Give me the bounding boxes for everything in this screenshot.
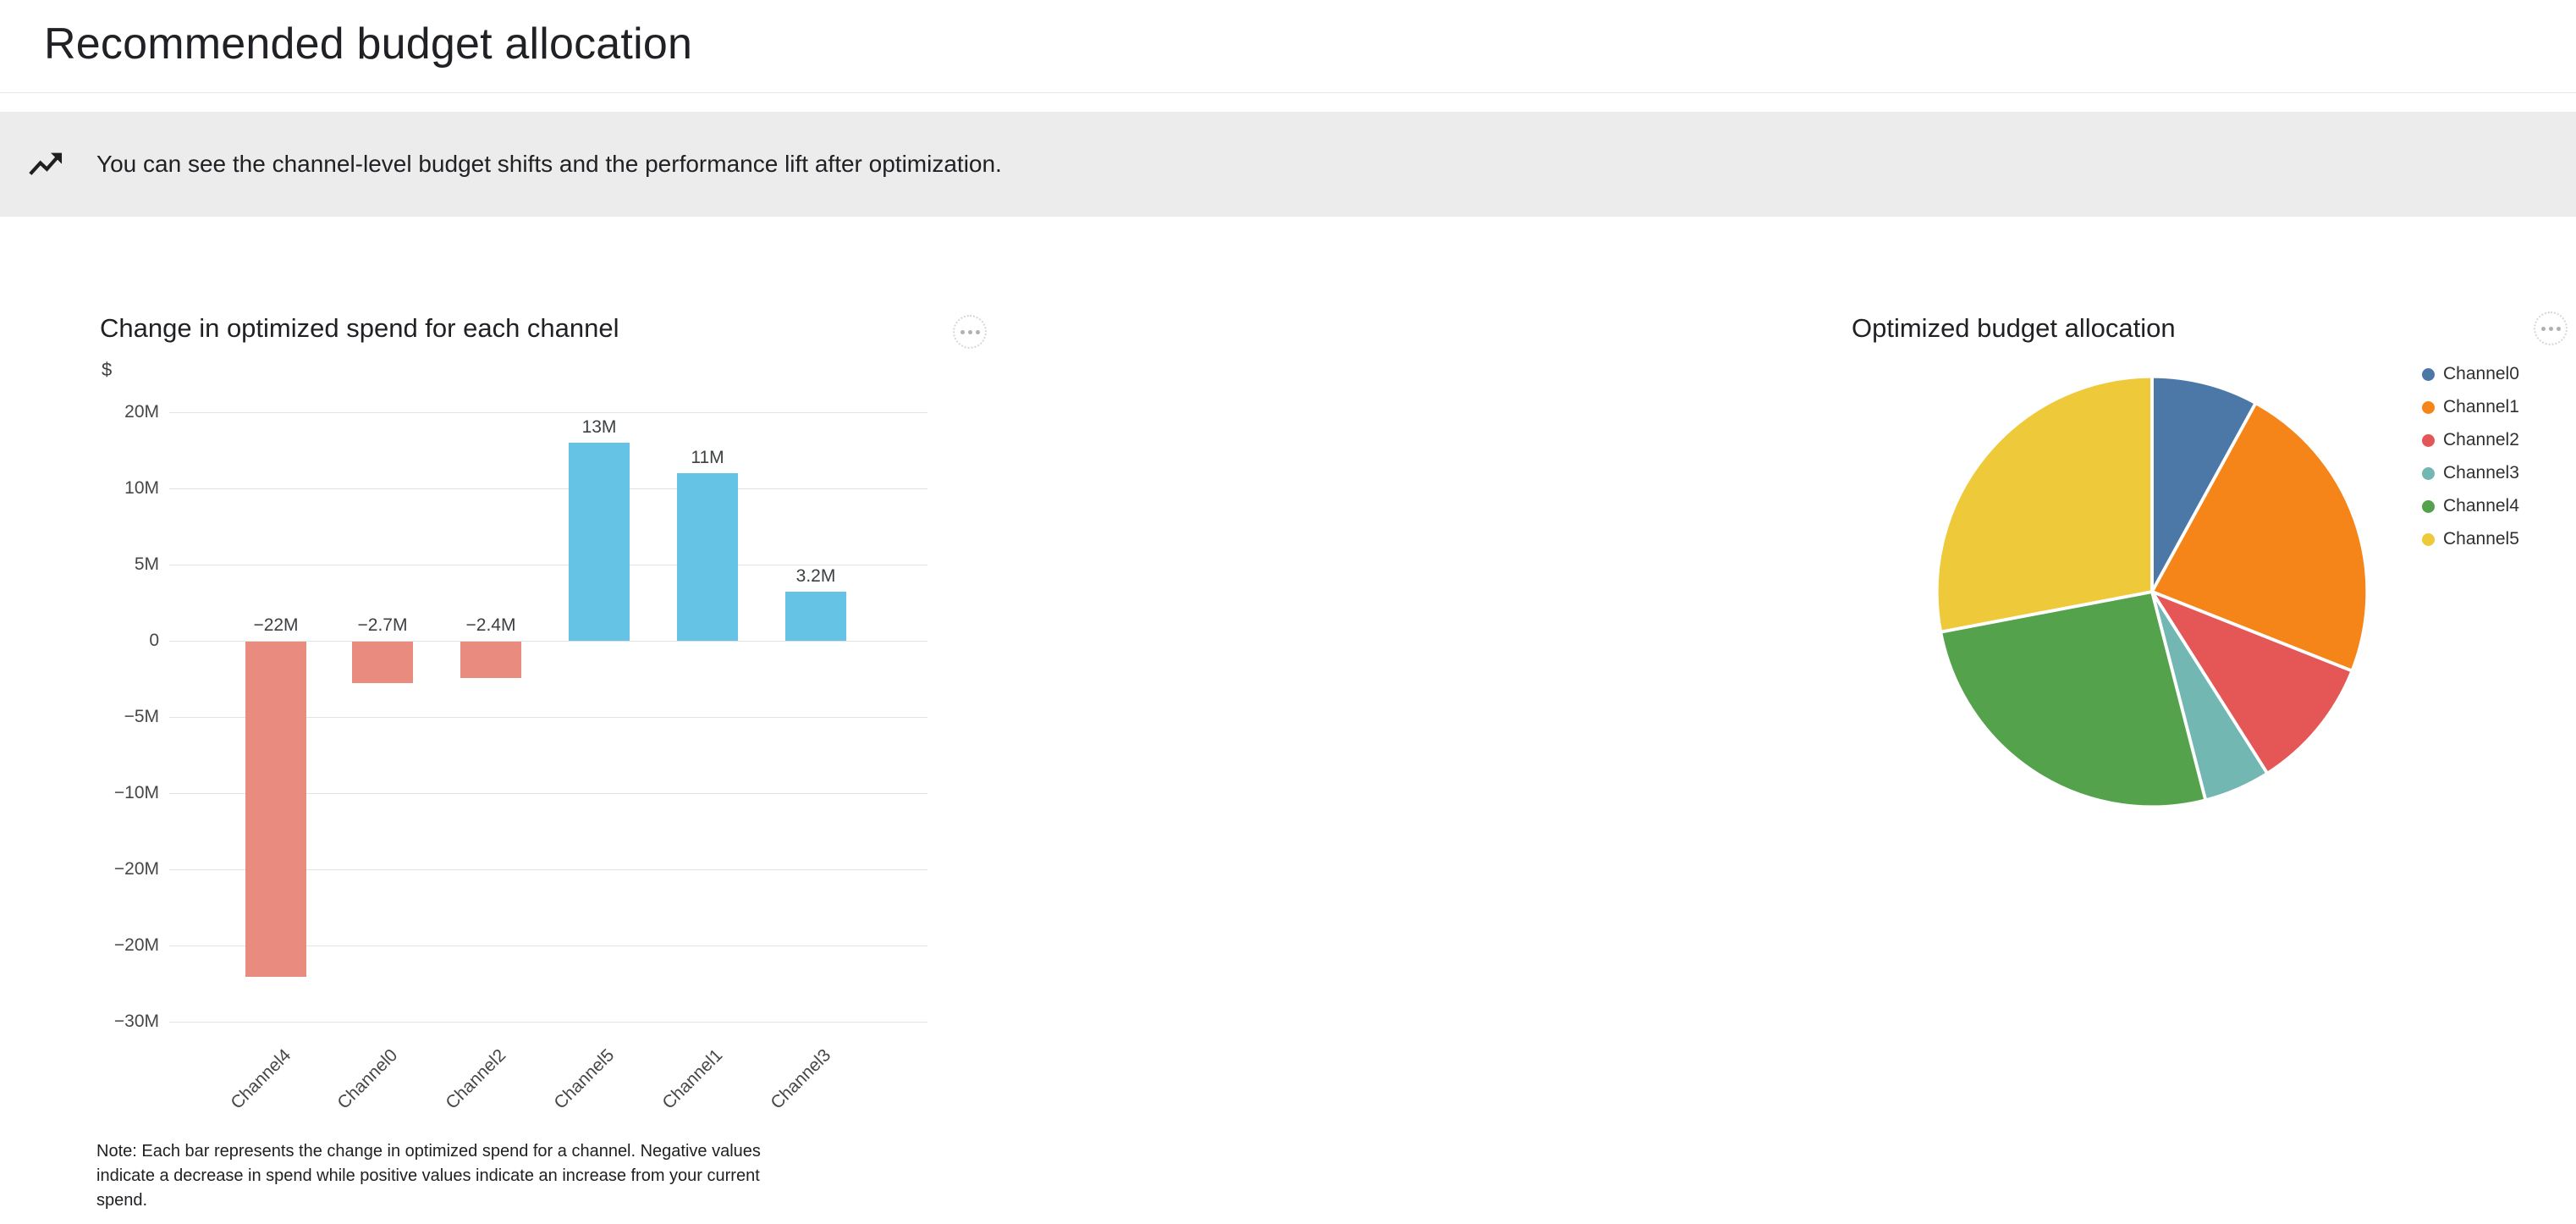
gridline xyxy=(169,717,927,718)
legend-color-dot xyxy=(2422,532,2435,546)
gridline xyxy=(169,869,927,870)
y-axis-tick-label: 10M xyxy=(124,478,159,498)
bar-chart-y-axis-title: $ xyxy=(102,359,113,380)
pie-chart-more-options-icon[interactable] xyxy=(2534,312,2568,345)
dot xyxy=(960,329,965,334)
pie-slice-Channel1[interactable] xyxy=(2150,401,2370,673)
legend-color-dot xyxy=(2422,433,2435,447)
bar-chart-note: Note: Each bar represents the change in … xyxy=(96,1142,761,1210)
legend-item-Channel3: Channel3 xyxy=(2422,463,2519,483)
legend-color-dot xyxy=(2422,499,2435,513)
legend-label: Channel3 xyxy=(2443,463,2519,482)
legend-label: Channel2 xyxy=(2443,430,2519,449)
pie-slice-Channel4[interactable] xyxy=(1939,590,2208,809)
legend-label: Channel0 xyxy=(2443,364,2519,383)
bar-value-label: 13M xyxy=(581,417,617,437)
legend-color-dot xyxy=(2422,466,2435,480)
bar-Channel1[interactable] xyxy=(677,473,738,641)
gridline xyxy=(169,488,927,489)
bar-chart-plot-area: 20M 10M 5M 0 −5M −10M −20M −20M −30M −22M Channel4… xyxy=(114,402,927,1140)
insights-icon xyxy=(27,145,66,184)
y-axis-tick-label: 20M xyxy=(124,402,159,422)
x-axis-tick-label: Channel2 xyxy=(442,1045,510,1113)
bar-value-label: 3.2M xyxy=(795,566,836,587)
dot xyxy=(2548,326,2553,331)
page-title: Recommended budget allocation xyxy=(44,19,693,69)
y-axis-tick-label: 0 xyxy=(149,631,159,650)
bar-Channel5[interactable] xyxy=(569,443,630,641)
legend-item-Channel5: Channel5 xyxy=(2422,529,2519,549)
gridline xyxy=(169,412,927,413)
y-axis-tick-label: −10M xyxy=(113,783,159,802)
pie-slice-Channel0[interactable] xyxy=(2150,374,2258,593)
gridline xyxy=(169,1022,927,1023)
legend-label: Channel5 xyxy=(2443,529,2519,549)
y-axis-tick-label: −20M xyxy=(113,935,159,955)
bar-value-label: 11M xyxy=(691,448,724,467)
bar-Channel4[interactable] xyxy=(245,642,306,977)
x-axis-tick-label: Channel5 xyxy=(550,1045,619,1113)
legend-item-Channel0: Channel0 xyxy=(2422,364,2519,384)
legend-item-Channel4: Channel4 xyxy=(2422,496,2519,516)
dot xyxy=(2556,326,2561,331)
pie-chart-legend: Channel0 Channel1 Channel2 Channel3 Channel4… xyxy=(2422,364,2519,549)
x-axis-tick-label: Channel3 xyxy=(767,1045,835,1113)
y-axis-tick-label: 5M xyxy=(134,554,159,574)
legend-color-dot xyxy=(2422,367,2435,381)
y-axis-tick-label: −5M xyxy=(124,707,159,726)
gridline xyxy=(169,641,927,642)
x-axis-tick-label: Channel0 xyxy=(333,1045,402,1113)
pie-slice-Channel5[interactable] xyxy=(1935,374,2154,634)
x-axis-tick-label: Channel1 xyxy=(658,1045,727,1113)
legend-label: Channel4 xyxy=(2443,496,2519,516)
bar-Channel2[interactable] xyxy=(460,642,521,679)
dot xyxy=(975,329,980,334)
info-banner: You can see the channel-level budget shi… xyxy=(0,112,2576,217)
y-axis-tick-label: −30M xyxy=(113,1012,159,1031)
pie-slice-Channel2[interactable] xyxy=(2150,590,2354,775)
pie-chart xyxy=(1935,374,2370,809)
pie-chart-title: Optimized budget allocation xyxy=(1852,313,2176,343)
legend-label: Channel1 xyxy=(2443,397,2519,416)
gridline xyxy=(169,793,927,794)
legend-color-dot xyxy=(2422,400,2435,414)
banner-text: You can see the channel-level budget shi… xyxy=(96,151,1002,177)
bar-value-label: −2.7M xyxy=(357,615,408,635)
y-axis-tick-label: −20M xyxy=(113,859,159,879)
bar-chart-title: Change in optimized spend for each chann… xyxy=(100,313,619,343)
page-header: Recommended budget allocation xyxy=(0,0,2576,93)
bar-Channel0[interactable] xyxy=(352,642,413,683)
legend-item-Channel1: Channel1 xyxy=(2422,397,2519,417)
legend-item-Channel2: Channel2 xyxy=(2422,430,2519,450)
bar-chart-more-options-icon[interactable] xyxy=(953,315,987,349)
dot xyxy=(967,329,972,334)
x-axis-tick-label: Channel4 xyxy=(227,1045,295,1113)
bar-value-label: −22M xyxy=(253,615,299,635)
bar-value-label: −2.4M xyxy=(465,615,516,635)
dot xyxy=(2540,326,2546,331)
bar-Channel3[interactable] xyxy=(785,592,846,641)
